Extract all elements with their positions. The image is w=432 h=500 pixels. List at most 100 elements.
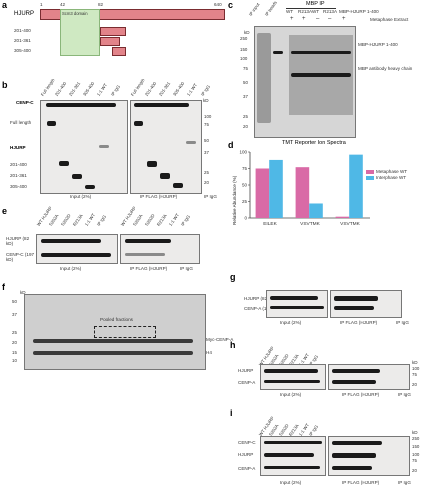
b-band xyxy=(46,103,116,107)
chart-bar xyxy=(255,168,270,218)
e-row-cenpc: CENP-C (197 kD) xyxy=(6,252,35,262)
c-band xyxy=(291,73,351,77)
c-kd-label: kD xyxy=(244,30,250,35)
e-lane-label: R213A xyxy=(71,213,84,227)
legend-swatch-interphase xyxy=(366,176,374,180)
i-mw: 250 xyxy=(412,436,420,441)
c-extract-label: Metaphase Extract xyxy=(370,17,409,22)
b-mw: 50 xyxy=(204,138,209,143)
fragment-305-400-bar xyxy=(112,47,126,56)
i-input-blot xyxy=(260,436,326,476)
row-201-400-label: 201-400 xyxy=(14,28,31,33)
c-mw: 50 xyxy=(243,80,248,85)
b-mw: 25 xyxy=(204,170,209,175)
i-row-cenpa: CENP-A xyxy=(238,466,256,471)
panel-label-f: f xyxy=(2,282,5,292)
fragment-201-361-bar xyxy=(100,37,120,46)
e-lane-label: S202A xyxy=(47,213,60,227)
b-band xyxy=(72,174,82,179)
g-input-blot xyxy=(266,290,328,318)
chart-bar xyxy=(295,167,310,218)
b-band xyxy=(147,161,157,167)
scm3-domain-box xyxy=(60,9,100,56)
i-ip-blot xyxy=(328,436,410,476)
chart-bar xyxy=(335,216,350,218)
h-mw: 100 xyxy=(412,366,420,371)
b-input-blot xyxy=(40,100,128,194)
b-mw: 37 xyxy=(204,150,209,155)
i-mw: 75 xyxy=(412,458,417,463)
scm3-domain-label: Scm3 domain xyxy=(62,11,88,16)
c-header-line xyxy=(286,8,336,9)
c-lane-label: R213A xyxy=(298,9,313,14)
i-row-hjurp: HJURP xyxy=(238,452,254,457)
f-band-h4 xyxy=(33,351,193,355)
f-mw: 15 xyxy=(12,350,17,355)
h-band xyxy=(332,369,380,373)
panel-label-d: d xyxy=(228,140,234,150)
b-lane-label: IP IgG xyxy=(109,83,122,97)
c-lane-label: IP beads xyxy=(263,0,278,18)
e-igg-caption: IP IgG xyxy=(180,266,193,271)
e-band xyxy=(41,253,111,257)
f-mw: 37 xyxy=(12,312,17,317)
scale-42: 42 xyxy=(60,2,66,7)
f-label-myc-cenpa: Myc-CENP-A xyxy=(206,337,234,342)
h-input-caption: Input (2%) xyxy=(280,392,302,397)
c-lane-label: R213A xyxy=(323,9,338,14)
e-band xyxy=(125,253,165,256)
c-lane-label: WT xyxy=(286,9,294,14)
g-row-hjurp: HJURP (82 kD) xyxy=(244,296,276,301)
i-mw: 100 xyxy=(412,452,420,457)
c-sign: – xyxy=(328,16,332,22)
i-igg-caption: IP IgG xyxy=(398,480,411,485)
c-mw: 20 xyxy=(243,124,248,129)
chart-y-tick-label: 25 xyxy=(242,199,248,204)
c-sign: – xyxy=(316,16,320,22)
i-band xyxy=(264,441,322,444)
b-lane-label: 1:1 WT xyxy=(95,82,109,97)
chart-title: TMT Reporter Ion Spectra xyxy=(282,140,346,146)
i-band xyxy=(332,441,382,445)
b-igg-caption: IP IgG xyxy=(204,194,217,199)
e-input-blot xyxy=(36,234,118,264)
b-mw: 100 xyxy=(204,114,212,119)
b-row-fulllength: Full length xyxy=(10,120,32,125)
i-band xyxy=(332,466,372,470)
e-band xyxy=(125,239,171,243)
g-row-cenpa: CENP-A (16 kD) xyxy=(244,306,278,311)
scale-1: 1 xyxy=(40,2,43,7)
b-row-201-400: 201-400 xyxy=(10,162,27,167)
f-label-h4: H4 xyxy=(206,350,212,355)
hjurp-row-label: HJURP xyxy=(14,11,35,17)
chart-x-tick-label: VSVTMK xyxy=(300,221,321,227)
i-band xyxy=(264,466,320,469)
g-band xyxy=(334,296,378,301)
i-lane-label: S202D xyxy=(277,423,290,437)
b-lane-label: 201-361 xyxy=(67,80,82,97)
b-kd-label: kD xyxy=(203,98,209,103)
panel-label-g: g xyxy=(230,272,236,282)
chart-y-tick-label: 75 xyxy=(242,166,248,171)
b-band xyxy=(99,145,109,148)
f-band-myc xyxy=(33,339,193,343)
i-band xyxy=(332,453,376,458)
f-mw: 25 xyxy=(12,330,17,335)
c-mw: 25 xyxy=(243,114,248,119)
panel-label-h: h xyxy=(230,340,236,350)
f-mw: 20 xyxy=(12,340,17,345)
c-mw: 100 xyxy=(240,56,248,61)
chart-y-tick-label: 100 xyxy=(239,150,247,155)
pooled-fractions-label: Pooled fractions xyxy=(100,317,133,322)
h-band xyxy=(264,369,318,373)
e-lane-label: S202D xyxy=(143,213,156,227)
g-input-caption: Input (2%) xyxy=(280,320,302,325)
pooled-fractions-box xyxy=(94,326,156,338)
e-lane-label: 1:1 WT xyxy=(167,212,181,227)
c-lane-label: MBP-HJURP 1-400 xyxy=(339,9,379,14)
h-mw: 20 xyxy=(412,382,417,387)
b-lane-label: 201-400 xyxy=(143,80,158,97)
c-mw: 250 xyxy=(240,36,248,41)
e-input-caption: Input (2%) xyxy=(60,266,82,271)
b-mw: 75 xyxy=(204,122,209,127)
